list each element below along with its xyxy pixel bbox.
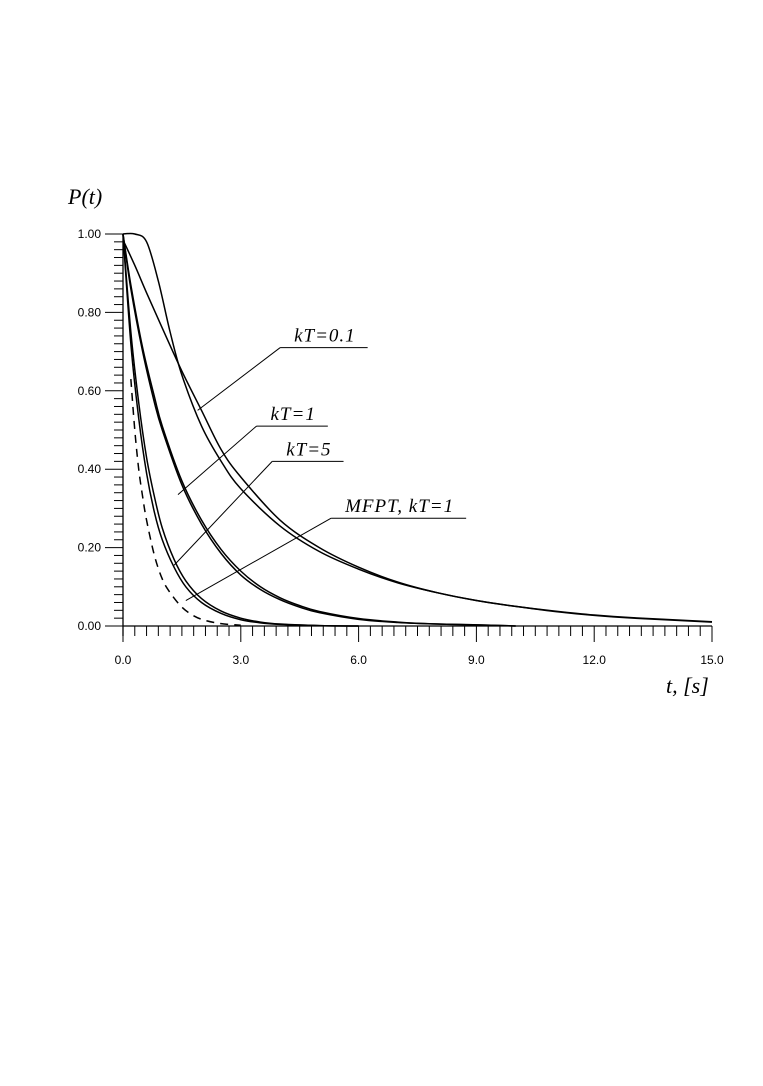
y-tick-label: 0.20 bbox=[78, 541, 102, 555]
y-tick-label: 0.00 bbox=[78, 619, 102, 633]
y-axis-title: P(t) bbox=[67, 184, 102, 209]
annotation-leader-2 bbox=[177, 425, 257, 496]
annotation-label-2: kT=1 bbox=[271, 404, 316, 425]
series-line-3 bbox=[122, 233, 516, 627]
annotation-label-3: kT=5 bbox=[286, 439, 331, 460]
axes bbox=[122, 234, 712, 636]
x-axis-title: t, [s] bbox=[666, 673, 709, 698]
annotation-leader-4 bbox=[185, 517, 332, 601]
annotations: kT=0.1 kT=1 kT=5 MFPT, kT=1 bbox=[173, 326, 467, 601]
series-line-6 bbox=[122, 233, 359, 627]
x-tick-label: 3.0 bbox=[232, 653, 249, 667]
series-line-4 bbox=[122, 233, 516, 627]
annotation-label-4: MFPT, kT=1 bbox=[344, 496, 454, 517]
x-tick-label: 9.0 bbox=[468, 653, 485, 667]
x-tick-label: 15.0 bbox=[700, 653, 724, 667]
x-tick-label: 0.0 bbox=[115, 653, 132, 667]
annotation-label-1: kT=0.1 bbox=[294, 326, 356, 347]
series-line-2 bbox=[122, 239, 713, 623]
y-tick-label: 0.40 bbox=[78, 462, 102, 476]
y-tick-label: 1.00 bbox=[78, 227, 102, 241]
ticks: 0.00 0.20 0.40 0.60 0.80 1.00 0.0 3.0 6.0 9.0 12.0… bbox=[78, 227, 724, 667]
x-tick-label: 6.0 bbox=[350, 653, 367, 667]
annotation-leader-3 bbox=[173, 461, 273, 566]
series-line-1 bbox=[122, 232, 713, 623]
curves bbox=[122, 232, 713, 627]
annotation-leader-1 bbox=[197, 347, 281, 411]
x-tick-label: 12.0 bbox=[583, 653, 607, 667]
series-line-7 bbox=[130, 378, 241, 626]
series-line-5 bbox=[122, 233, 359, 627]
y-tick-label: 0.80 bbox=[78, 305, 102, 319]
y-tick-label: 0.60 bbox=[78, 384, 102, 398]
